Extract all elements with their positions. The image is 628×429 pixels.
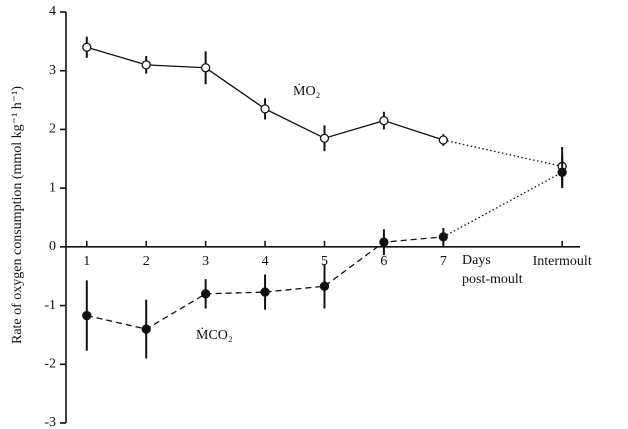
y-tick-label: -2 [44,357,56,372]
data-point [141,324,151,334]
data-point [200,63,211,73]
data-point [557,167,567,177]
data-point [438,232,448,242]
series-label: ṀO₂ [293,83,321,99]
y-tick-label: -3 [44,415,56,429]
x-tick-label: 4 [262,254,269,269]
y-tick-label: 3 [49,63,56,78]
x-tick-label: 6 [380,254,387,269]
y-tick-label: 2 [49,122,56,137]
data-point [438,135,448,145]
data-point [260,104,270,114]
x-tick-label: 1 [83,254,90,269]
data-point [82,310,92,321]
series-label: ṀCO₂ [196,327,233,343]
x-tick-label: Intermoult [533,254,592,269]
data-point [379,115,389,126]
x-tick-label: 2 [143,254,150,269]
data-point [379,237,389,247]
series-line [86,46,444,141]
data-point [141,60,151,70]
y-tick-label: 1 [49,180,56,195]
data-point [200,289,211,299]
y-axis-label: Rate of oxygen consumption (mmol kg⁻¹ h⁻… [10,86,25,344]
y-tick-label: 4 [49,4,56,19]
y-tick-label: 0 [49,239,56,254]
x-tick-label: 5 [321,254,328,269]
data-point [319,133,330,143]
x-tick-label: 3 [202,254,209,269]
y-tick-label: -1 [44,298,56,313]
x-axis-label: Days [462,253,491,268]
x-tick-label: 7 [440,254,447,269]
series-line [443,139,563,168]
data-point [260,287,270,297]
series-line [443,171,563,238]
data-point [319,281,330,291]
x-axis-label: post-moult [462,272,523,287]
data-point [82,42,92,52]
